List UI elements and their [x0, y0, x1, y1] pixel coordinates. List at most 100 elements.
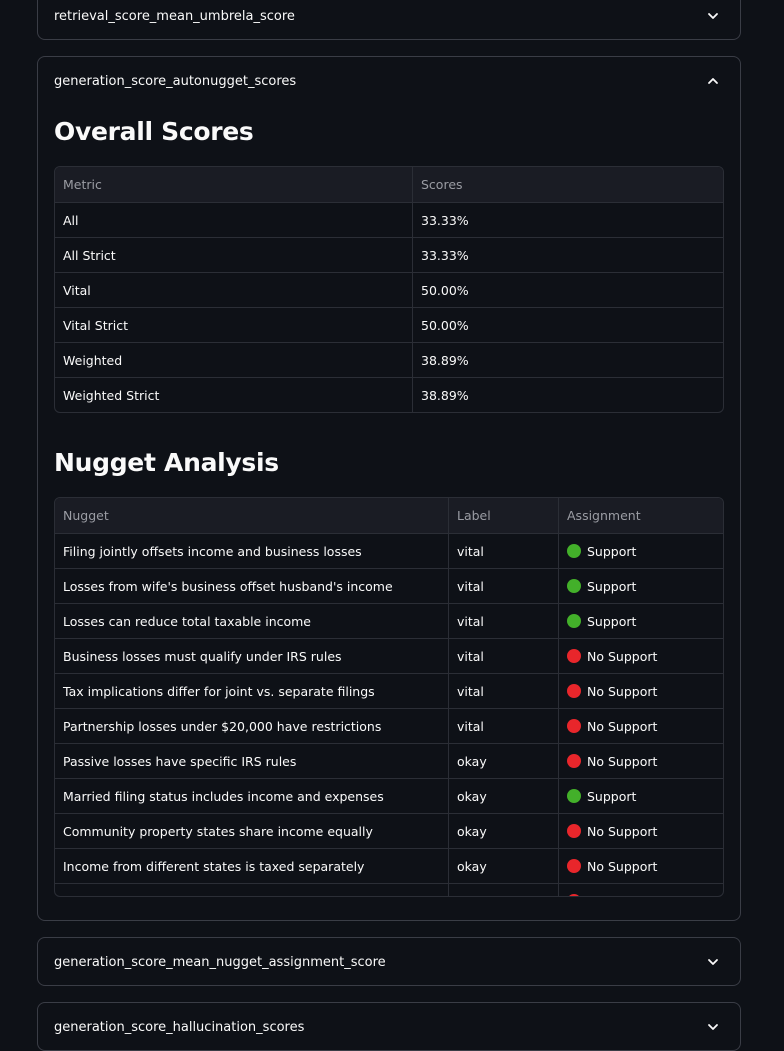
assignment-text: No Support	[587, 858, 658, 874]
table-row: Losses can reduce total taxable income vi…	[55, 603, 723, 638]
expander-mean-nugget-assignment: generation_score_mean_nugget_assignment_…	[37, 937, 741, 986]
table-row: Community property states share income e…	[55, 813, 723, 848]
table-row: Filing jointly offsets income and busine…	[55, 533, 723, 568]
label-cell: vital	[448, 709, 558, 743]
nugget-cell: Spouse with separate refund reduces burd…	[55, 884, 448, 897]
assignment-cell: Support	[558, 604, 722, 638]
column-header-nugget[interactable]: Nugget	[63, 508, 109, 523]
nugget-cell: Losses from wife's business offset husba…	[63, 578, 393, 594]
expander-header-retrieval[interactable]: retrieval_score_mean_umbrela_score	[38, 0, 740, 40]
table-row: Married filing status includes income an…	[55, 778, 723, 813]
score-cell: 33.33%	[412, 203, 722, 237]
table-row: All 33.33%	[55, 202, 723, 237]
table-row: Losses from wife's business offset husba…	[55, 568, 723, 603]
green-circle-icon	[567, 544, 581, 558]
table-row: Weighted Strict 38.89%	[55, 377, 723, 412]
assignment-text: Support	[587, 578, 637, 594]
assignment-text: No Support	[587, 823, 658, 839]
score-cell: 50.00%	[412, 308, 722, 342]
assignment-cell: No Support	[558, 849, 722, 883]
assignment-text: No Support	[587, 648, 658, 664]
table-row: Vital Strict 50.00%	[55, 307, 723, 342]
green-circle-icon	[567, 579, 581, 593]
assignment-text: Support	[587, 543, 637, 559]
red-circle-icon	[567, 649, 581, 663]
assignment-cell: No Support	[558, 709, 722, 743]
chevron-up-icon	[706, 74, 720, 88]
label-cell: okay	[448, 744, 558, 778]
nugget-cell: Business losses must qualify under IRS r…	[63, 648, 342, 664]
expander-header-autonugget[interactable]: generation_score_autonugget_scores	[38, 57, 740, 105]
assignment-text: No Support	[587, 683, 658, 699]
nugget-cell: Community property states share income e…	[63, 823, 373, 839]
assignment-text: No Support	[587, 753, 658, 769]
label-cell: okay	[448, 814, 558, 848]
expander-title: generation_score_mean_nugget_assignment_…	[54, 954, 386, 970]
expander-title: retrieval_score_mean_umbrela_score	[54, 8, 295, 24]
expander-retrieval-score: retrieval_score_mean_umbrela_score	[37, 0, 741, 40]
metric-cell: All	[63, 212, 79, 228]
label-cell: vital	[448, 674, 558, 708]
nugget-cell: Tax implications differ for joint vs. se…	[63, 683, 375, 699]
label-cell: okay	[448, 779, 558, 813]
column-header-assignment[interactable]: Assignment	[558, 498, 722, 533]
table-row: Spouse with separate refund reduces burd…	[55, 883, 723, 897]
label-cell: okay	[448, 849, 558, 883]
expander-header-mean-nugget[interactable]: generation_score_mean_nugget_assignment_…	[38, 938, 740, 986]
assignment-cell: No Support	[558, 884, 722, 896]
green-circle-icon	[567, 614, 581, 628]
column-header-metric[interactable]: Metric	[63, 177, 102, 192]
nugget-analysis-heading: Nugget Analysis	[54, 448, 279, 477]
red-circle-icon	[567, 859, 581, 873]
table-row: All Strict 33.33%	[55, 237, 723, 272]
table-header-row: Nugget Label Assignment	[55, 498, 723, 533]
label-cell: vital	[448, 569, 558, 603]
overall-scores-table[interactable]: Metric Scores All 33.33% All Strict 33.3…	[54, 166, 724, 413]
table-row: Vital 50.00%	[55, 272, 723, 307]
expander-hallucination-scores: generation_score_hallucination_scores	[37, 1002, 741, 1051]
expander-title: generation_score_autonugget_scores	[54, 73, 297, 89]
nugget-cell: Income from different states is taxed se…	[63, 858, 365, 874]
table-row: Weighted 38.89%	[55, 342, 723, 377]
table-row: Business losses must qualify under IRS r…	[55, 638, 723, 673]
table-row: Partnership losses under $20,000 have re…	[55, 708, 723, 743]
score-cell: 38.89%	[412, 378, 722, 412]
nugget-analysis-table[interactable]: Nugget Label Assignment Filing jointly o…	[54, 497, 724, 897]
red-circle-icon	[567, 684, 581, 698]
nugget-cell: Filing jointly offsets income and busine…	[63, 543, 362, 559]
chevron-down-icon	[706, 955, 720, 969]
column-header-label[interactable]: Label	[448, 498, 558, 533]
metric-cell: Vital Strict	[63, 317, 128, 333]
label-cell: vital	[448, 534, 558, 568]
label-cell: vital	[448, 639, 558, 673]
table-row: Income from different states is taxed se…	[55, 848, 723, 883]
assignment-cell: No Support	[558, 744, 722, 778]
column-header-scores[interactable]: Scores	[412, 167, 722, 202]
score-cell: 33.33%	[412, 238, 722, 272]
expander-header-hallucination[interactable]: generation_score_hallucination_scores	[38, 1003, 740, 1051]
expander-title: generation_score_hallucination_scores	[54, 1019, 305, 1035]
red-circle-icon	[567, 719, 581, 733]
metric-cell: Weighted	[63, 352, 123, 368]
label-cell: okay	[448, 884, 558, 896]
assignment-cell: No Support	[558, 814, 722, 848]
score-cell: 50.00%	[412, 273, 722, 307]
assignment-text: No Support	[587, 718, 658, 734]
assignment-cell: Support	[558, 534, 722, 568]
nugget-cell: Passive losses have specific IRS rules	[63, 753, 297, 769]
nugget-cell: Partnership losses under $20,000 have re…	[63, 718, 382, 734]
red-circle-icon	[567, 894, 581, 896]
red-circle-icon	[567, 824, 581, 838]
chevron-down-icon	[706, 1020, 720, 1034]
overall-scores-heading: Overall Scores	[54, 117, 254, 146]
table-header-row: Metric Scores	[55, 167, 723, 202]
assignment-cell: No Support	[558, 639, 722, 673]
metric-cell: Weighted Strict	[63, 387, 160, 403]
assignment-text: Support	[587, 613, 637, 629]
assignment-cell: Support	[558, 779, 722, 813]
nugget-cell: Married filing status includes income an…	[63, 788, 384, 804]
nugget-rows: Filing jointly offsets income and busine…	[55, 533, 723, 897]
assignment-cell: Support	[558, 569, 722, 603]
red-circle-icon	[567, 754, 581, 768]
